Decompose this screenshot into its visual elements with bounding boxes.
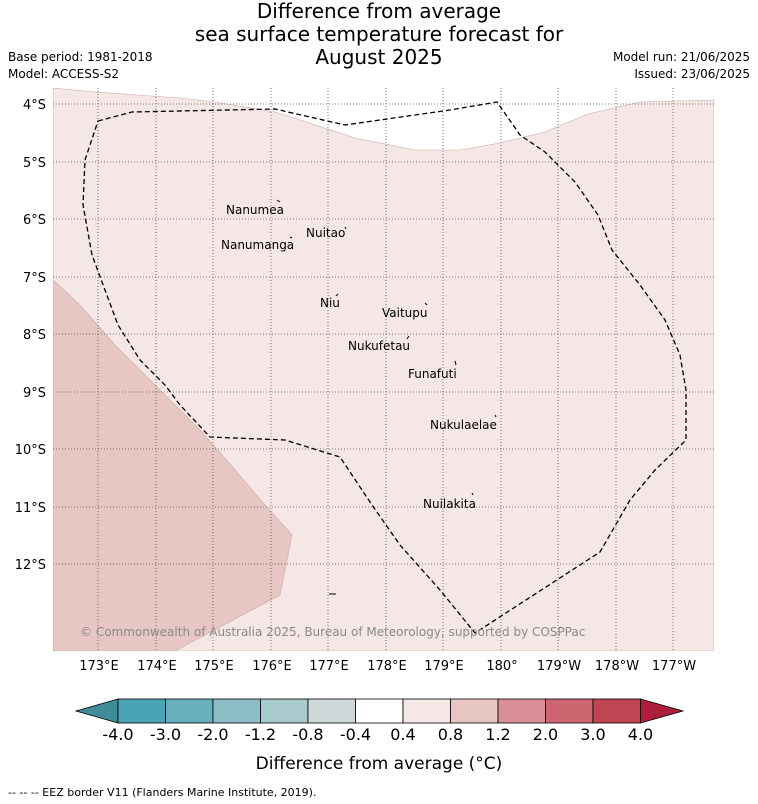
colorbar: -4.0 -3.0 -2.0 -1.2 -0.8 -0.4 0.4 0.8 1.2 2.0 3.0 4… [74,698,685,744]
model-run-text: Model run: 21/06/2025 [612,50,750,64]
meta-left: Base period: 1981-2018 Model: ACCESS-S2 [8,49,153,83]
anomaly-region-darker [53,279,293,651]
lat-label: 4°S [23,98,46,113]
colorbar-high-extend [640,698,685,724]
map-area [53,88,714,651]
island-labels: Nanumea Nuitao Nanumanga Niu Vaitupu Nuk… [221,203,497,511]
island-label-nukulaelae: Nukulaelae [430,418,497,432]
title-line-1: Difference from average [256,0,502,23]
lon-label: 175°E [194,659,234,674]
map-title: Difference from average sea surface temp… [0,0,758,69]
island-label-vaitupu: Vaitupu [382,306,428,320]
colorbar-segment [212,698,261,724]
issued-text: Issued: 23/06/2025 [634,67,750,81]
colorbar-tick-label: 1.2 [485,725,510,744]
lon-label: 177°E [309,659,349,674]
lat-label: 8°S [23,328,46,343]
lon-label: 180° [486,659,517,674]
lon-label: 179°E [424,659,464,674]
title-line-2: sea surface temperature forecast for [194,22,564,46]
island-label-nuilakita: Nuilakita [423,497,476,511]
colorbar-tick-label: 0.4 [390,725,415,744]
island-label-niu: Niu [320,296,340,310]
island-label-nuitao: Nuitao [306,226,345,240]
colorbar-tick-label: -0.4 [340,725,371,744]
colorbar-tick-label: 3.0 [580,725,605,744]
title-line-3: August 2025 [315,45,443,69]
colorbar-segment [402,698,451,724]
model-text: Model: ACCESS-S2 [8,67,120,81]
colorbar-tick-label: -1.2 [245,725,276,744]
island-label-nukufetau: Nukufetau [348,339,410,353]
colorbar-segment [592,698,641,724]
lon-label: 177°W [652,659,696,674]
longitude-labels: 173°E 174°E 175°E 176°E 177°E 178°E 179°… [79,659,696,674]
lon-label: 178°E [367,659,407,674]
colorbar-tick-label: -3.0 [150,725,181,744]
meta-right: Model run: 21/06/2025 Issued: 23/06/2025 [613,49,750,83]
colorbar-tick-label: -4.0 [102,725,133,744]
lon-label: 176°E [252,659,292,674]
eez-border [82,101,687,634]
island-markers [276,199,497,595]
colorbar-tick-label: 0.8 [438,725,463,744]
colorbar-tick-label: -0.8 [292,725,323,744]
latitude-labels: 4°S 5°S 6°S 7°S 8°S 9°S 10°S 11°S 12°S [15,98,46,573]
eez-legend-text: -- -- -- EEZ border V11 (Flanders Marine… [8,786,317,799]
colorbar-segment [165,698,214,724]
lat-label: 6°S [23,213,46,228]
island-label-funafuti: Funafuti [408,367,457,381]
colorbar-segment [450,698,499,724]
colorbar-segment [117,698,166,724]
colorbar-tick-label: 2.0 [533,725,558,744]
colorbar-low-extend [74,698,119,724]
lat-label: 10°S [15,443,46,458]
colorbar-tick-label: 4.0 [628,725,653,744]
colorbar-segment [355,698,404,724]
island-label-nanumea: Nanumea [226,203,284,217]
lat-label: 7°S [23,271,46,286]
lon-label: 179°W [537,659,581,674]
colorbar-segment [260,698,309,724]
colorbar-segment [497,698,546,724]
colorbar-segment [307,698,356,724]
lon-label: 178°W [595,659,639,674]
copyright-text: © Commonwealth of Australia 2025, Bureau… [80,625,585,639]
lat-label: 9°S [23,386,46,401]
base-period-text: Base period: 1981-2018 [8,50,153,64]
lat-label: 12°S [15,558,46,573]
colorbar-ticks: -4.0 -3.0 -2.0 -1.2 -0.8 -0.4 0.4 0.8 1.2 2.0 3.0 4… [102,725,653,744]
colorbar-segments [74,698,685,724]
colorbar-tick-label: -2.0 [197,725,228,744]
grid-lines [53,88,714,651]
lon-label: 174°E [137,659,177,674]
colorbar-label: Difference from average (°C) [255,754,503,774]
lat-label: 11°S [15,501,46,516]
lat-label: 5°S [23,156,46,171]
lon-label: 173°E [79,659,119,674]
island-label-nanumanga: Nanumanga [221,238,294,252]
colorbar-segment [545,698,594,724]
